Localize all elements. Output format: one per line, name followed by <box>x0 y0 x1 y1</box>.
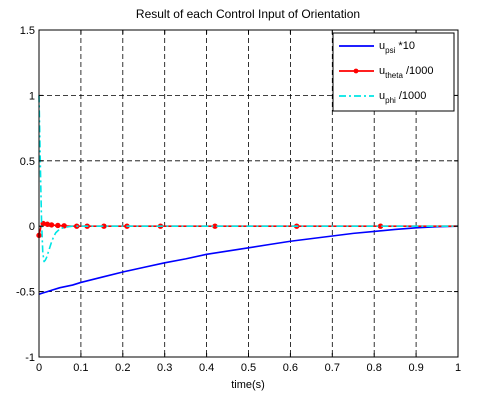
x-tick-label: 0 <box>36 362 42 374</box>
x-tick-label: 0.8 <box>367 362 382 374</box>
x-axis-label: time(s) <box>231 379 265 391</box>
ticks: 0 0.1 0.2 0.3 0.4 0.5 0.6 0.7 0.8 0.9 1 -1 -0.5 0 0.5 1… <box>16 25 461 374</box>
x-tick-label: 1 <box>455 362 461 374</box>
series-point-theta <box>44 221 51 227</box>
x-tick-label: 0.5 <box>241 362 256 374</box>
series-line-psi <box>38 225 459 295</box>
legend-marker-theta <box>353 68 359 74</box>
series-line-phi <box>38 95 458 263</box>
chart-title: Result of each Control Input of Orientat… <box>136 7 360 21</box>
series-point-theta <box>48 222 55 228</box>
y-tick-label: 0 <box>29 221 35 233</box>
legend-label-theta: utheta /1000 <box>379 65 434 80</box>
x-tick-label: 0.4 <box>199 362 214 374</box>
x-tick-label: 0.1 <box>73 362 88 374</box>
legend: upsi *10 utheta /1000 uphi /1000 <box>332 32 455 112</box>
y-tick-label: 1 <box>29 90 35 102</box>
x-tick-label: 0.7 <box>325 362 340 374</box>
legend-label-phi: uphi /1000 <box>379 90 426 105</box>
legend-label-psi: upsi *10 <box>379 40 415 55</box>
x-tick-label: 0.3 <box>157 362 172 374</box>
x-tick-label: 0.2 <box>115 362 130 374</box>
grid <box>39 30 458 357</box>
series-point-theta <box>61 223 67 229</box>
y-tick-label: -1 <box>25 352 35 364</box>
series-point-theta <box>55 222 61 229</box>
x-tick-label: 0.6 <box>283 362 298 374</box>
y-tick-label: -0.5 <box>16 287 35 299</box>
y-tick-label: 1.5 <box>20 25 35 37</box>
y-tick-label: 0.5 <box>20 156 35 168</box>
x-tick-label: 0.9 <box>408 362 423 374</box>
